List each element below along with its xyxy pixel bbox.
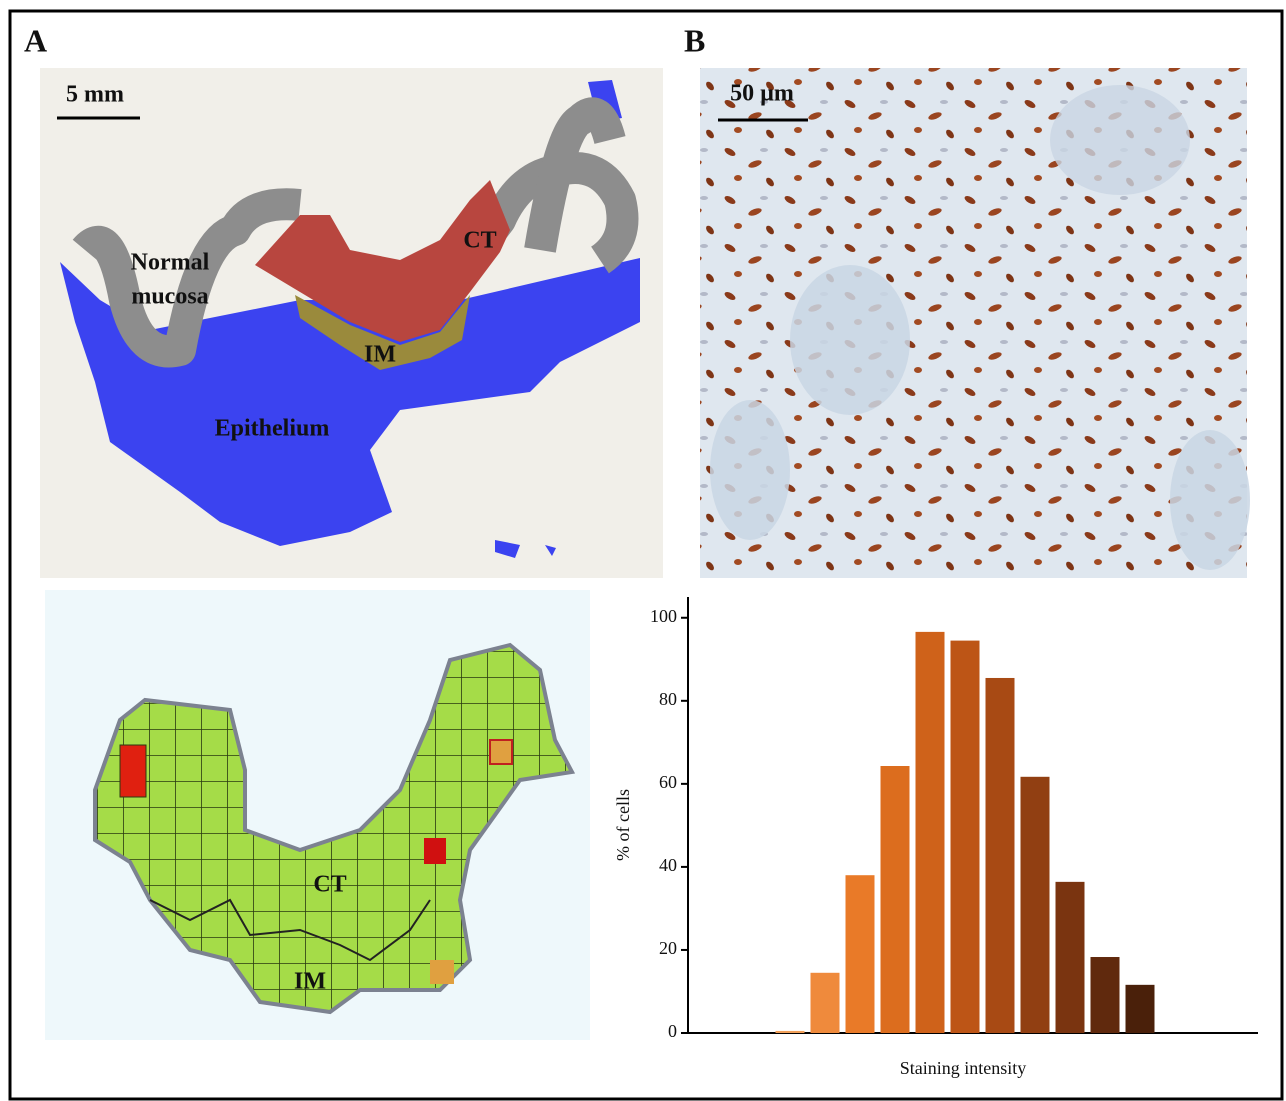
y-tick-label: 100	[650, 606, 677, 626]
bar	[1020, 776, 1050, 1033]
region-label: IM	[364, 342, 396, 368]
region-label: CT	[313, 872, 346, 898]
y-tick-label: 40	[659, 855, 677, 875]
bar	[985, 677, 1015, 1033]
y-tick-label: 0	[668, 1021, 677, 1041]
x-axis-title: Staining intensity	[900, 1058, 1027, 1078]
region-label: Normal	[131, 250, 210, 276]
figure-border	[8, 9, 1284, 1101]
bar-chart: % of cells Staining intensity 0 20 40 60 80 1…	[613, 597, 1258, 1078]
bar	[915, 631, 945, 1033]
y-axis-title: % of cells	[613, 789, 633, 861]
bar	[810, 972, 840, 1033]
bar	[1090, 957, 1120, 1033]
scale-bar-label: 5 mm	[66, 82, 124, 108]
bar	[880, 766, 910, 1033]
micrograph: 50 µm	[700, 68, 1250, 578]
scale-bar-label: 50 µm	[730, 81, 794, 107]
bar	[775, 1030, 805, 1033]
bar	[845, 875, 875, 1033]
bar	[1125, 984, 1155, 1033]
y-tick-label: 60	[659, 772, 677, 792]
region-label: mucosa	[131, 284, 208, 310]
grid-map: CT IM	[45, 590, 590, 1040]
bar	[950, 640, 980, 1033]
y-tick-label: 20	[659, 938, 677, 958]
panel-label: A	[24, 22, 47, 58]
region-label: CT	[463, 228, 496, 254]
y-tick-label: 80	[659, 689, 677, 709]
tissue-map: 5 mm Normal mucosa CT IM Epithelium	[40, 68, 663, 578]
panel-label: B	[684, 22, 705, 58]
region-label: Epithelium	[215, 416, 330, 442]
region-label: IM	[294, 969, 326, 995]
bar	[1055, 881, 1085, 1033]
